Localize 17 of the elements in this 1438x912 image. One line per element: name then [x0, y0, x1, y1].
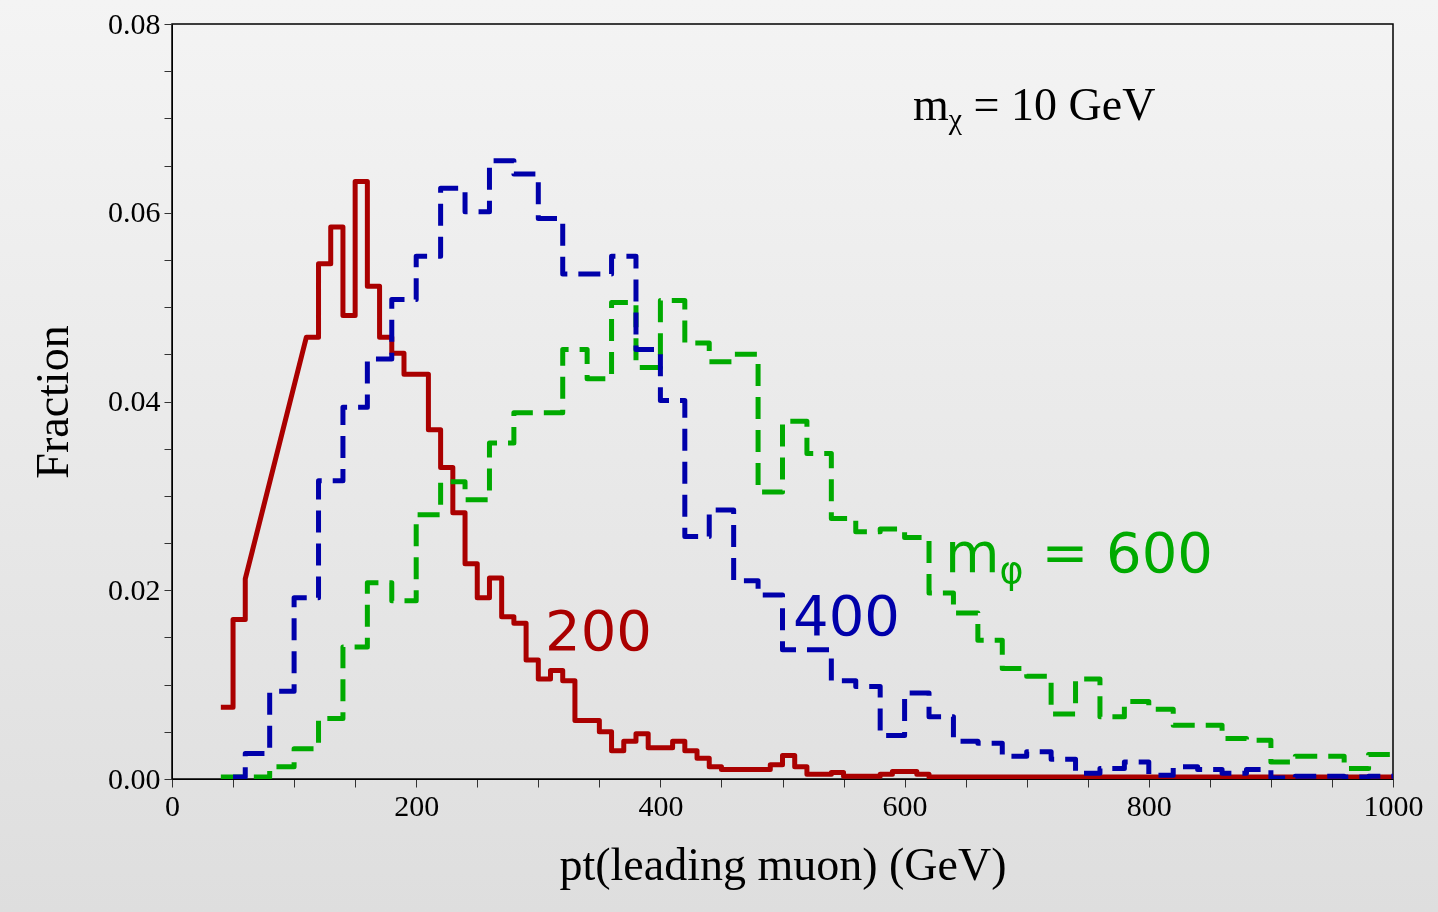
x-tick-label: 400: [638, 788, 684, 822]
y-tick-label: 0.00: [108, 761, 161, 795]
series-label: m$_{φ}$ = 600: [945, 520, 1213, 592]
x-tick-label: 1000: [1363, 788, 1424, 822]
y-tick-label: 0.06: [108, 195, 161, 229]
x-tick-label: 600: [882, 788, 928, 822]
y-tick-label: 0.08: [108, 6, 161, 40]
x-tick-label: 800: [1126, 788, 1172, 822]
y-axis-title: Fraction: [27, 325, 78, 479]
y-tick-label: 0.04: [108, 384, 161, 417]
y-tick-label: 0.02: [108, 572, 161, 606]
series-label: 400: [793, 583, 900, 648]
x-tick-label: 0: [165, 788, 180, 822]
series-label: 200: [545, 598, 652, 663]
x-axis-title: pt(leading muon) (GeV): [559, 838, 1007, 890]
annotation: m$_{χ}$ = 10 GeV: [913, 78, 1156, 136]
x-tick-label: 200: [394, 788, 440, 822]
